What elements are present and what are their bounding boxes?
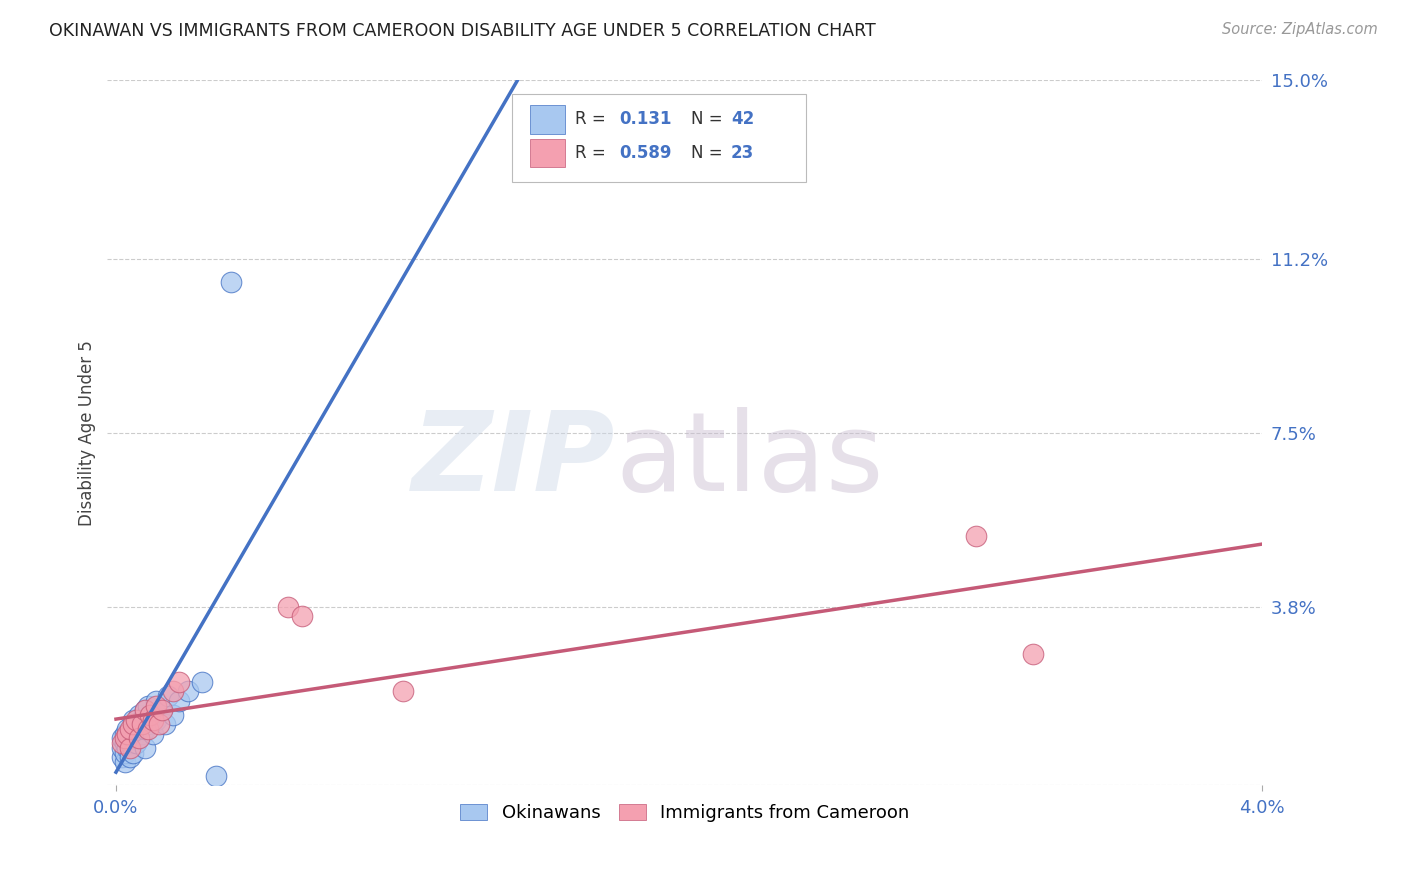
Point — [125, 713, 148, 727]
Point — [131, 717, 153, 731]
Text: Source: ZipAtlas.com: Source: ZipAtlas.com — [1222, 22, 1378, 37]
Point — [120, 722, 142, 736]
Point — [150, 703, 173, 717]
Point — [391, 684, 413, 698]
Point — [219, 275, 242, 289]
Point — [111, 736, 134, 750]
Point — [965, 529, 987, 543]
Point — [122, 731, 145, 746]
Text: OKINAWAN VS IMMIGRANTS FROM CAMEROON DISABILITY AGE UNDER 5 CORRELATION CHART: OKINAWAN VS IMMIGRANTS FROM CAMEROON DIS… — [49, 22, 876, 40]
Point — [114, 727, 136, 741]
Point — [136, 722, 159, 736]
Point — [122, 722, 145, 736]
Point — [162, 707, 184, 722]
Point — [134, 703, 156, 717]
Text: 0.589: 0.589 — [619, 145, 672, 162]
Point — [1022, 647, 1045, 661]
Text: 0.131: 0.131 — [619, 111, 672, 128]
Point — [145, 698, 167, 713]
Point — [111, 731, 134, 746]
Point — [122, 713, 145, 727]
Point — [176, 684, 198, 698]
Point — [128, 731, 150, 746]
Point — [117, 727, 139, 741]
Point — [128, 731, 150, 746]
Point — [167, 675, 190, 690]
Point — [114, 736, 136, 750]
Point — [120, 740, 142, 755]
Text: 23: 23 — [731, 145, 754, 162]
Point — [142, 707, 165, 722]
Point — [125, 736, 148, 750]
Text: 42: 42 — [731, 111, 754, 128]
Point — [134, 722, 156, 736]
Text: N =: N = — [690, 111, 723, 128]
Point — [145, 694, 167, 708]
Point — [205, 769, 228, 783]
Point — [114, 731, 136, 746]
Point — [122, 746, 145, 760]
Point — [142, 713, 165, 727]
Point — [167, 694, 190, 708]
Point — [117, 740, 139, 755]
Point — [111, 740, 134, 755]
Point — [120, 727, 142, 741]
Point — [277, 599, 299, 614]
Point — [134, 740, 156, 755]
Point — [153, 717, 176, 731]
Legend: Okinawans, Immigrants from Cameroon: Okinawans, Immigrants from Cameroon — [453, 797, 917, 830]
Point — [145, 713, 167, 727]
Point — [131, 713, 153, 727]
Point — [136, 698, 159, 713]
Text: R =: R = — [575, 145, 606, 162]
Point — [114, 755, 136, 769]
Point — [156, 689, 179, 703]
Point — [128, 707, 150, 722]
Text: ZIP: ZIP — [412, 408, 616, 515]
Point — [291, 609, 314, 624]
Point — [128, 722, 150, 736]
Point — [131, 727, 153, 741]
Text: N =: N = — [690, 145, 723, 162]
Point — [120, 736, 142, 750]
Point — [114, 746, 136, 760]
Point — [191, 675, 214, 690]
Point — [120, 750, 142, 764]
Text: R =: R = — [575, 111, 606, 128]
Point — [142, 727, 165, 741]
Point — [162, 684, 184, 698]
Text: atlas: atlas — [616, 408, 884, 515]
Point — [134, 703, 156, 717]
Point — [148, 717, 170, 731]
Point — [136, 717, 159, 731]
FancyBboxPatch shape — [530, 105, 565, 134]
Point — [150, 703, 173, 717]
Point — [139, 707, 162, 722]
Point — [111, 750, 134, 764]
Point — [117, 722, 139, 736]
Y-axis label: Disability Age Under 5: Disability Age Under 5 — [79, 340, 96, 525]
Point — [125, 717, 148, 731]
FancyBboxPatch shape — [530, 139, 565, 168]
Point — [122, 717, 145, 731]
FancyBboxPatch shape — [512, 94, 806, 182]
Point — [117, 731, 139, 746]
